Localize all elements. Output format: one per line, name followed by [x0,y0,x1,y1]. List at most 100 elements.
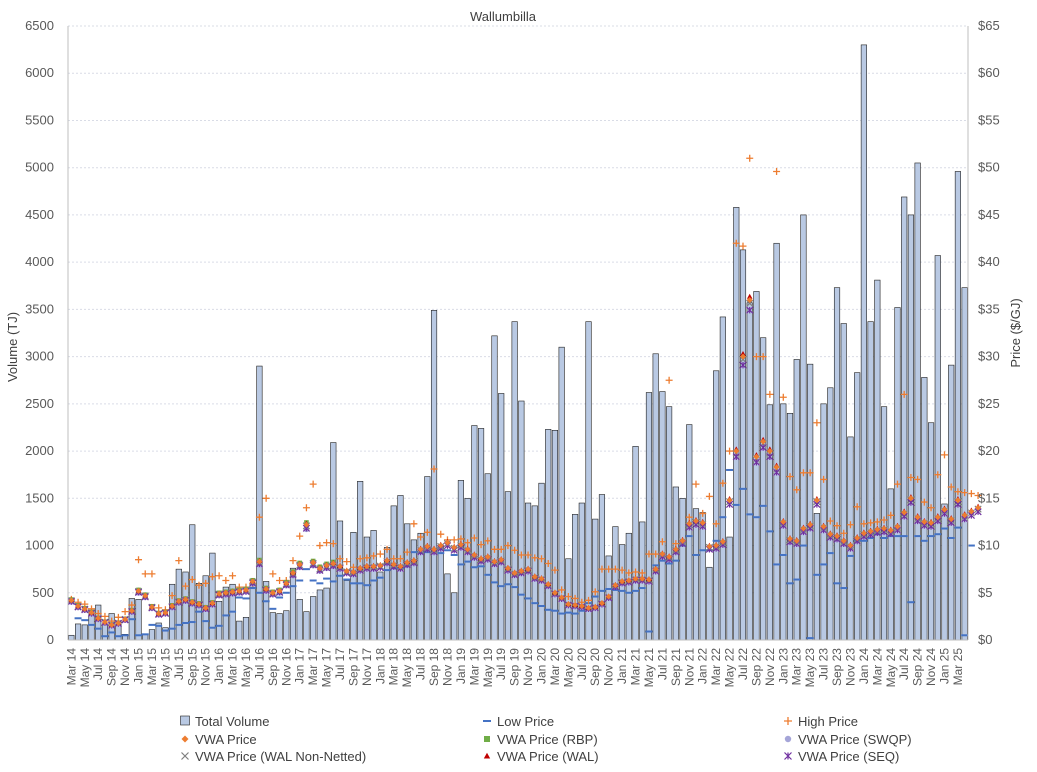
volume-bar [592,518,599,641]
high-price-mark [423,528,431,536]
y2-tick-label: $45 [978,207,1000,222]
vwa-price-mark [437,542,444,549]
legend-label: VWA Price [195,732,257,747]
x-tick-label: Sep 19 [508,648,522,686]
high-price-mark [470,534,478,542]
vwa-price-mark [122,616,129,623]
x-tick-label: Sep 17 [346,648,360,686]
vwa-price-mark [719,538,726,545]
volume-bar [733,207,740,641]
high-price-mark [128,601,136,609]
y-tick-label: 3500 [25,301,54,316]
volume-bar [148,629,156,641]
high-price-mark [329,540,337,548]
vwa-price-mark [578,602,585,609]
high-price-mark [605,565,613,573]
volume-bar [760,337,767,641]
vwa-price-mark [928,519,935,526]
vwa-price-mark [632,575,639,582]
vwa-price-mark [619,578,626,585]
high-price-mark [591,588,599,596]
high-price-mark [484,537,492,545]
vwa-price-mark [773,464,780,471]
legend-swatch-vwa-wal [483,752,491,759]
vwa-price-mark [202,604,209,611]
high-price-mark [336,555,344,563]
vwa-price-mark [310,559,317,566]
high-price-mark [497,545,505,553]
x-tick-label: Mar 14 [64,648,78,686]
high-price-mark [417,533,425,541]
volume-bar [625,532,632,641]
vwa-wal-mark [746,293,753,299]
vwa-price-mark [780,518,787,525]
volume-bar [101,624,108,641]
high-price-mark [202,579,210,587]
volume-bar [430,310,438,641]
volume-bar [961,287,968,641]
volume-bar [632,446,639,641]
chart-title: Wallumbilla [470,9,537,24]
high-price-mark [934,471,942,479]
vwa-price-mark [941,506,948,513]
x-tick-label: Jul 15 [172,648,186,680]
volume-bar [813,513,820,641]
volume-bar [645,392,653,641]
vwa-price-mark [101,619,108,626]
high-price-mark [826,517,834,525]
vwa-price-mark [639,575,646,582]
volume-bar [363,536,370,641]
x-tick-label: Nov 15 [199,648,213,686]
vwa-price-mark [545,581,552,588]
x-tick-label: Jul 14 [91,648,105,680]
volume-bar [807,363,814,641]
vwa-price-mark [558,594,565,601]
high-price-mark [732,239,740,247]
volume-bar [706,566,713,641]
high-price-mark [752,353,760,361]
x-tick-label: Mar 25 [951,648,965,686]
high-price-mark [645,550,653,558]
volume-bar [370,530,377,641]
gridlines [68,25,968,594]
y2-tick-label: $5 [978,585,992,600]
vwa-price-mark [108,621,115,628]
x-tick-label: May 15 [158,648,172,688]
high-price-mark [974,491,982,499]
x-tick-label: Nov 20 [602,648,616,686]
vwa-price-mark [471,551,478,558]
y2-tick-label: $0 [978,632,992,647]
high-price-mark [853,503,861,511]
vwa-price-mark [290,569,296,576]
volume-bar [800,214,807,641]
volume-bar [182,571,189,641]
volume-bar [847,436,854,641]
y-tick-label: 1500 [25,490,54,505]
volume-bar [491,335,498,641]
vwa-price-mark [236,587,243,594]
vwa-price-mark [276,587,283,594]
high-price-mark [517,551,525,559]
x-tick-label: Jan 18 [373,648,387,684]
vwa-price-mark [934,514,941,521]
high-price-mark [954,488,962,496]
high-price-mark [840,529,848,537]
high-price-mark [652,550,660,558]
high-price-mark [759,353,767,361]
volume-bar [498,393,505,641]
high-price-mark [430,465,438,473]
vwa-price-mark [128,607,135,614]
y-tick-label: 5000 [25,160,54,175]
high-price-mark [564,593,572,601]
high-price-mark [262,494,270,502]
vwa-seq-mark [746,306,754,314]
x-tick-label: Sep 21 [669,648,683,686]
x-tick-label: Nov 17 [360,648,374,686]
volume-bar [310,596,317,641]
vwa-price-mark [142,592,149,599]
high-price-mark [269,570,277,578]
x-tick-label: May 16 [239,648,253,688]
y-axis-title: Volume (TJ) [5,312,20,382]
x-tick-label: Jul 17 [333,648,347,680]
vwa-price-mark [666,553,673,560]
